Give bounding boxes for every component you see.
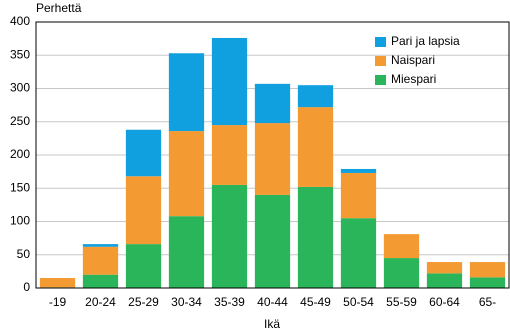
legend-label: Naispari	[391, 53, 435, 67]
bar-segment	[297, 186, 334, 288]
y-tick-label: 0	[23, 280, 30, 294]
bar-segment	[125, 129, 162, 177]
bar-segment	[426, 273, 463, 288]
x-tick-label: 60-64	[429, 295, 460, 309]
legend-label: Miespari	[391, 72, 436, 86]
bar-segment	[211, 125, 248, 185]
y-tick-label: 350	[10, 47, 30, 61]
y-tick-label: 400	[10, 14, 30, 28]
y-tick-label: 200	[10, 147, 30, 161]
bar-segment	[469, 277, 506, 288]
bar-segment	[340, 218, 377, 288]
bar-segment	[340, 168, 377, 173]
y-tick-label: 50	[17, 247, 31, 261]
bar-segment	[82, 244, 119, 247]
bar-segment	[254, 194, 291, 288]
legend-label: Pari ja lapsia	[391, 34, 460, 48]
x-tick-label: 50-54	[343, 295, 374, 309]
x-tick-label: 45-49	[300, 295, 331, 309]
bar-segment	[211, 184, 248, 288]
bar-segment	[254, 123, 291, 195]
x-tick-label: 25-29	[128, 295, 159, 309]
legend-swatch	[375, 75, 386, 85]
y-tick-label: 100	[10, 214, 30, 228]
bar-segment	[297, 107, 334, 187]
x-tick-label: 40-44	[257, 295, 288, 309]
bar-segment	[168, 53, 205, 132]
bar-segment	[82, 274, 119, 288]
y-axis-title: Perhettä	[36, 1, 82, 15]
x-tick-label: 65-	[479, 295, 496, 309]
legend-swatch	[375, 56, 386, 66]
bar-segment	[340, 172, 377, 219]
bar-segment	[168, 131, 205, 217]
x-tick-label: 55-59	[386, 295, 417, 309]
bar-segment	[211, 37, 248, 126]
bar-segment	[39, 278, 76, 288]
x-tick-label: -19	[49, 295, 67, 309]
bar-segment	[168, 216, 205, 288]
bar-segment	[426, 262, 463, 274]
bar-segment	[383, 234, 420, 259]
bar-segment	[254, 83, 291, 124]
y-tick-label: 250	[10, 114, 30, 128]
bar-segment	[82, 246, 119, 275]
x-tick-label: 20-24	[85, 295, 116, 309]
bar-segment	[469, 262, 506, 278]
x-tick-label: 35-39	[214, 295, 245, 309]
legend-swatch	[375, 37, 386, 47]
bar-segment	[383, 258, 420, 288]
bar-segment	[125, 176, 162, 245]
x-tick-label: 30-34	[171, 295, 202, 309]
y-tick-label: 150	[10, 180, 30, 194]
plot-frame	[35, 21, 510, 289]
bar-segment	[297, 85, 334, 108]
bar-segment	[125, 244, 162, 288]
y-tick-label: 300	[10, 81, 30, 95]
x-axis-title: Ikä	[264, 317, 280, 331]
